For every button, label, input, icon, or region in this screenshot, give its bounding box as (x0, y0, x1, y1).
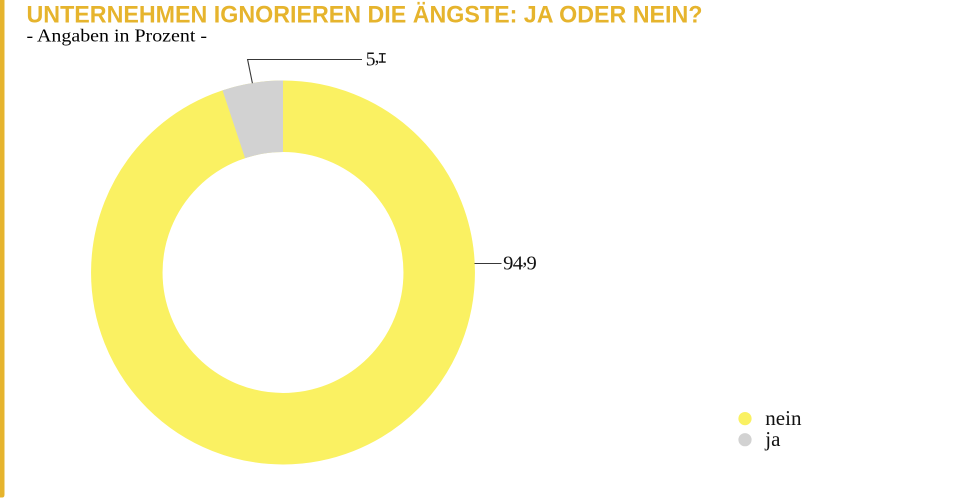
svg-text:- Angaben in Prozent -: - Angaben in Prozent - (27, 26, 208, 46)
svg-text:9: 9 (527, 253, 537, 275)
svg-text:nein: nein (765, 406, 802, 430)
svg-text:,: , (522, 248, 527, 270)
svg-text:UNTERNEHMEN IGNORIEREN DIE ÄNG: UNTERNEHMEN IGNORIEREN DIE ÄNGSTE: JA OD… (27, 1, 703, 28)
svg-text:ja: ja (764, 427, 781, 451)
svg-text:5: 5 (366, 50, 376, 71)
svg-text:9: 9 (503, 253, 513, 275)
svg-text:,: , (375, 47, 380, 68)
svg-text:4: 4 (513, 253, 523, 275)
